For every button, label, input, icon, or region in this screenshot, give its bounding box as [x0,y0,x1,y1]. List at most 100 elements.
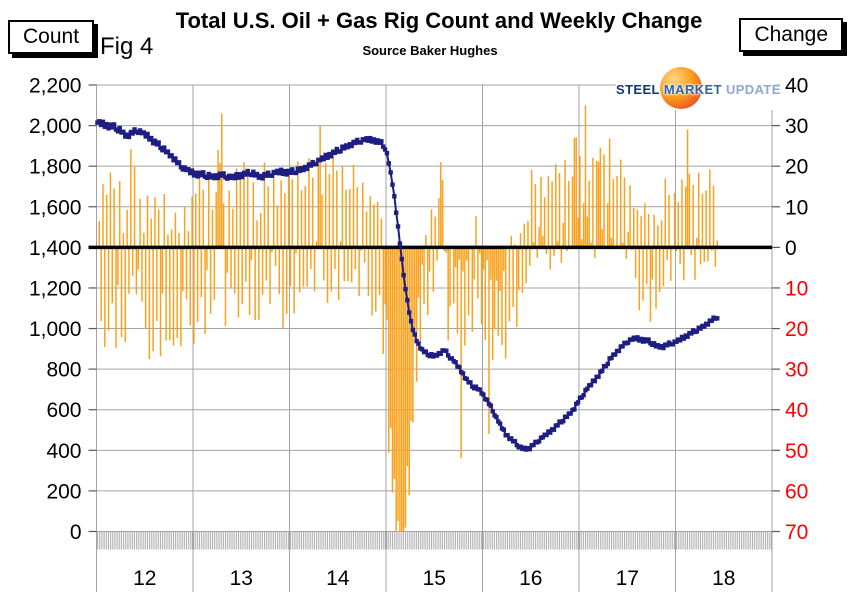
weekly-change-bar [473,247,475,280]
weekly-change-bar [582,203,585,248]
weekly-change-bar [358,247,360,297]
rig-count-marker [419,347,425,352]
rig-count-marker [390,182,395,187]
weekly-change-bar [130,149,132,248]
rig-count-marker [698,326,703,331]
right-axis-tick-label: 20 [785,156,808,179]
weekly-change-bar [697,172,700,248]
rig-count-marker [694,329,700,334]
weekly-change-bar [517,247,520,291]
weekly-change-bar [102,184,104,248]
weekly-change-bar [460,247,462,459]
rig-count-marker [536,439,542,444]
rig-count-marker [497,421,503,426]
rig-count-marker [234,172,239,177]
weekly-change-bar [621,242,624,248]
rig-count-marker [323,152,328,158]
weekly-change-bar [644,203,646,248]
rig-count-marker [199,173,204,178]
rig-count-marker [388,170,393,175]
weekly-change-bar [250,247,253,261]
rig-count-marker [551,427,557,432]
rig-count-marker [212,175,217,181]
weekly-change-bar [430,209,433,248]
weekly-change-bar [536,247,538,258]
rig-count-marker [715,316,720,321]
rig-count-marker [238,172,243,177]
rig-count-marker [651,341,657,346]
rig-count-marker [236,175,241,180]
rig-count-marker [705,322,711,327]
rig-count-marker [358,140,364,145]
rig-count-marker [702,324,707,329]
weekly-change-bar [662,247,665,287]
rig-count-marker [410,327,416,333]
weekly-change-bar [495,247,498,281]
weekly-change-bar [714,247,717,267]
rig-count-marker [277,170,282,176]
weekly-change-bar [313,247,316,292]
weekly-change-bar [395,247,397,532]
weekly-change-bar [148,247,151,360]
weekly-change-bar [439,162,442,248]
weekly-change-bar [382,247,384,354]
weekly-change-bar [269,247,271,304]
rig-count-marker [158,145,163,151]
weekly-change-bar [222,203,225,248]
weekly-change-bar [150,218,152,248]
weekly-change-bar [289,247,292,286]
weekly-change-bar [352,164,355,248]
rig-count-marker [371,137,377,142]
rig-count-marker [449,356,455,361]
weekly-change-bar [482,247,485,270]
weekly-change-bar [337,247,340,300]
weekly-change-bar [308,158,310,248]
rig-count-marker [453,360,458,365]
weekly-change-bar [458,247,461,260]
weekly-change-bar [243,162,245,248]
rig-count-marker [102,124,108,129]
weekly-change-bar [118,181,121,248]
weekly-change-bar [534,184,537,248]
smu-logo-text: STEEL MARKET UPDATE [616,82,780,97]
rig-count-marker [98,122,104,128]
weekly-change-bar [471,247,474,332]
left-axis-tick-label: 1,600 [29,196,82,219]
rig-count-marker [282,168,288,174]
weekly-change-bar [183,206,186,248]
weekly-change-bar [415,247,418,382]
weekly-change-bar [219,163,221,248]
rig-count-marker [616,348,622,354]
rig-count-marker [108,122,113,127]
weekly-change-bar [388,247,390,453]
rig-count-marker [438,351,443,356]
left-axis-tick-label: 1,800 [29,156,82,179]
rig-count-marker [251,169,256,174]
chart-title: Total U.S. Oil + Gas Rig Count and Weekl… [175,8,703,33]
weekly-change-bar [126,209,128,248]
weekly-change-bar [490,247,492,280]
rig-count-marker [321,156,327,162]
weekly-change-bar [272,172,275,248]
rig-count-marker [490,409,495,414]
weekly-change-bar [712,185,715,248]
rig-count-marker [225,176,230,181]
weekly-change-bar [551,181,553,248]
rig-count-marker [206,171,211,177]
weekly-change-bar [341,166,344,248]
rig-count-marker [152,138,158,143]
weekly-change-bar [540,176,542,248]
weekly-change-bar [371,247,373,316]
weekly-change-bar [427,247,429,316]
weekly-change-bar [414,247,416,337]
weekly-change-bar [701,193,704,248]
weekly-change-bar [491,247,494,361]
right-axis-tick-label: 70 [785,521,808,544]
weekly-change-bar [298,247,301,293]
rig-count-marker [575,400,581,405]
weekly-change-bar [195,193,197,248]
weekly-change-bar [105,194,108,248]
weekly-change-bar [441,180,444,248]
rig-count-marker [124,132,130,137]
